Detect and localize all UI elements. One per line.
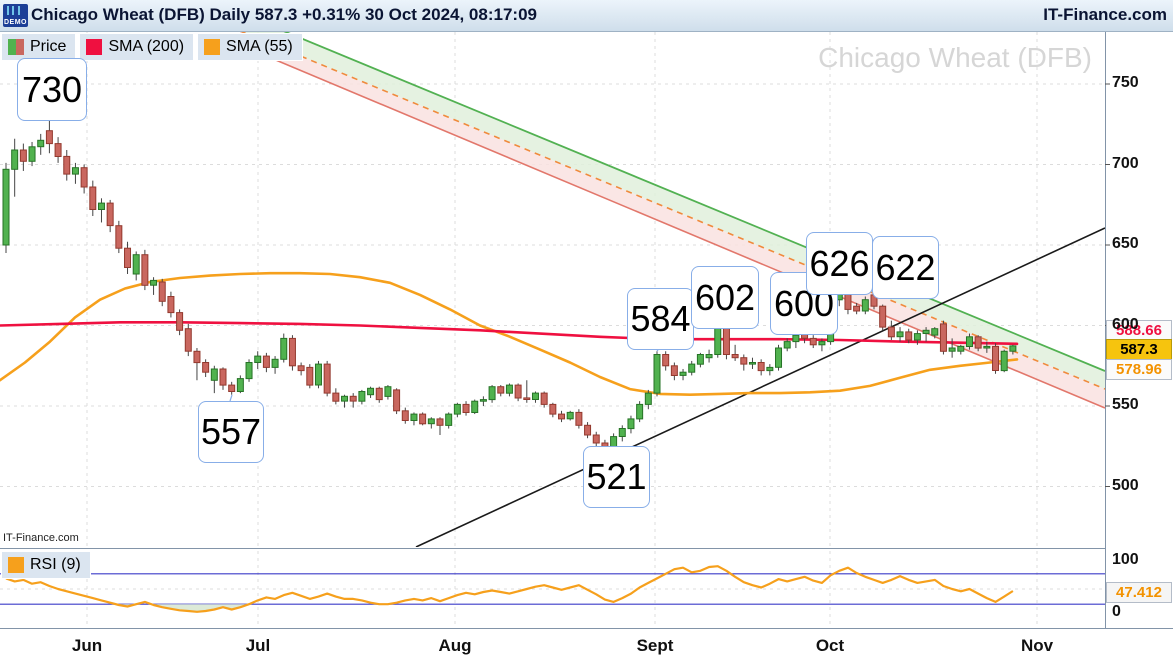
legend-price-label: Price <box>30 38 67 55</box>
demo-badge-label: DEMO <box>4 19 27 26</box>
brand-link[interactable]: IT-Finance.com <box>1043 5 1167 24</box>
rsi-swatch-icon <box>8 557 24 573</box>
sma200-line[interactable] <box>0 320 1019 346</box>
price-callout-730[interactable]: 730 <box>17 58 87 121</box>
price-axis-tick: 500 <box>1112 476 1139 494</box>
rsi-indicator[interactable] <box>0 565 1105 613</box>
rsi-axis-tick: 100 <box>1112 551 1139 568</box>
legend-price[interactable]: Price <box>1 33 77 61</box>
demo-badge-icon: DEMO <box>3 4 28 27</box>
price-callout-584[interactable]: 584 <box>627 288 694 350</box>
price-axis-tick: 700 <box>1112 154 1139 172</box>
time-axis-month: Sept <box>636 636 674 655</box>
candlestick-series[interactable] <box>2 116 1017 453</box>
sma55-axis-marker: 578.96 <box>1106 359 1172 380</box>
ascending-trendline[interactable] <box>415 227 1105 547</box>
rsi-axis-marker: 47.412 <box>1106 582 1172 603</box>
price-callout-521[interactable]: 521 <box>583 446 650 508</box>
header-bar: DEMO Chicago Wheat (DFB) Daily 587.3 +0.… <box>0 0 1173 32</box>
price-callout-622[interactable]: 622 <box>872 236 939 299</box>
price-axis-tick: 550 <box>1112 396 1139 413</box>
legend-rsi[interactable]: RSI (9) <box>1 551 91 579</box>
legend-sma200-label: SMA (200) <box>108 38 185 55</box>
gridlines <box>0 32 1105 627</box>
legend-rsi-label: RSI (9) <box>30 556 81 573</box>
time-axis-month: Aug <box>438 636 472 655</box>
trend-channel[interactable] <box>239 13 1105 409</box>
price-swatch-icon <box>8 39 24 55</box>
price-callout-626[interactable]: 626 <box>806 232 873 295</box>
instrument-title: Chicago Wheat (DFB) Daily 587.3 +0.31% 3… <box>31 5 537 24</box>
rsi-legend: RSI (9) <box>1 551 91 579</box>
price-axis-tick: 600 <box>1112 315 1139 333</box>
legend-sma55-label: SMA (55) <box>226 38 293 55</box>
footer-watermark: IT-Finance.com <box>3 532 79 544</box>
price-axis-tick: 750 <box>1112 74 1139 91</box>
legend-sma55[interactable]: SMA (55) <box>197 33 303 61</box>
time-axis-month: Nov <box>1020 636 1054 655</box>
price-callout-557[interactable]: 557 <box>198 401 264 463</box>
time-axis-month: Oct <box>815 636 845 655</box>
time-axis-month: Jul <box>245 636 271 655</box>
candlestick-mini-icon <box>7 6 24 15</box>
time-axis-month: Jun <box>71 636 103 655</box>
last-price-axis-marker: 587.3 <box>1106 339 1172 360</box>
rsi-axis-tick: 0 <box>1112 603 1121 620</box>
price-axis-tick: 650 <box>1112 235 1139 252</box>
pane-borders <box>0 32 1173 629</box>
price-callout-602[interactable]: 602 <box>691 266 759 329</box>
sma55-swatch-icon <box>204 39 221 55</box>
price-legend: Price SMA (200) SMA (55) <box>1 33 303 61</box>
sma200-swatch-icon <box>86 39 103 55</box>
legend-sma200[interactable]: SMA (200) <box>79 33 195 61</box>
chart-watermark: Chicago Wheat (DFB) <box>818 42 1092 73</box>
